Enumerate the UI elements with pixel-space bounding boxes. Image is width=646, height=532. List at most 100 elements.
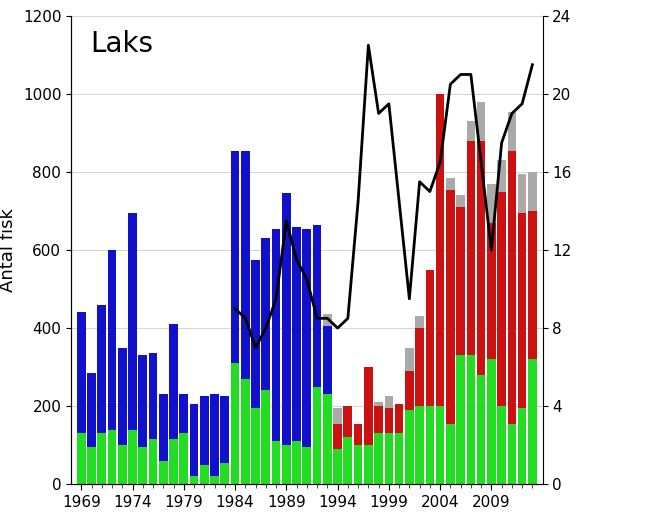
Bar (415, 317, 424, 328)
Bar (497, 192, 506, 406)
Bar (415, 406, 424, 484)
Bar (405, 410, 413, 484)
Bar (98, 305, 106, 434)
Bar (528, 359, 537, 484)
Bar (354, 445, 362, 484)
Bar (77, 434, 86, 484)
Bar (149, 353, 158, 439)
Bar (384, 396, 393, 408)
Bar (405, 371, 413, 410)
Bar (384, 434, 393, 484)
Bar (282, 194, 291, 445)
Bar (262, 390, 270, 484)
Bar (292, 227, 301, 441)
Bar (344, 406, 352, 437)
Bar (333, 431, 342, 449)
Bar (149, 439, 158, 484)
Bar (364, 445, 373, 484)
Bar (251, 260, 260, 408)
Bar (333, 423, 342, 449)
Bar (466, 121, 475, 141)
Bar (487, 184, 495, 223)
Bar (220, 463, 229, 484)
Bar (159, 461, 168, 484)
Bar (497, 160, 506, 192)
Bar (487, 223, 495, 359)
Bar (241, 379, 250, 484)
Bar (108, 250, 116, 429)
Bar (395, 434, 404, 484)
Bar (456, 195, 465, 207)
Y-axis label: Antal fisk: Antal fisk (0, 208, 17, 292)
Bar (405, 347, 413, 371)
Bar (323, 326, 331, 394)
Bar (138, 355, 147, 447)
Bar (210, 476, 219, 484)
Bar (231, 363, 240, 484)
Bar (128, 429, 137, 484)
Bar (323, 394, 331, 484)
Bar (108, 429, 116, 484)
Bar (436, 406, 444, 484)
Bar (302, 447, 311, 484)
Bar (190, 404, 198, 476)
Bar (477, 141, 486, 375)
Bar (374, 434, 383, 484)
Bar (456, 355, 465, 484)
Bar (426, 270, 434, 406)
Bar (159, 394, 168, 461)
Bar (138, 447, 147, 484)
Bar (128, 213, 137, 429)
Bar (251, 408, 260, 484)
Bar (169, 324, 178, 439)
Bar (118, 347, 127, 445)
Bar (180, 434, 188, 484)
Bar (118, 445, 127, 484)
Bar (384, 408, 393, 434)
Bar (477, 375, 486, 484)
Bar (272, 441, 280, 484)
Bar (313, 225, 322, 387)
Bar (518, 174, 526, 213)
Bar (508, 151, 516, 423)
Bar (487, 359, 495, 484)
Bar (200, 396, 209, 464)
Bar (220, 396, 229, 463)
Bar (87, 447, 96, 484)
Bar (518, 408, 526, 484)
Bar (210, 394, 219, 476)
Bar (497, 406, 506, 484)
Bar (446, 423, 455, 484)
Bar (262, 238, 270, 390)
Bar (466, 141, 475, 355)
Bar (446, 178, 455, 189)
Bar (508, 423, 516, 484)
Bar (323, 314, 331, 326)
Bar (528, 211, 537, 359)
Bar (508, 112, 516, 151)
Bar (302, 229, 311, 447)
Bar (456, 207, 465, 355)
Bar (415, 328, 424, 406)
Bar (354, 423, 362, 445)
Bar (528, 172, 537, 211)
Bar (436, 94, 444, 406)
Bar (333, 408, 342, 423)
Bar (477, 102, 486, 141)
Bar (333, 449, 342, 484)
Bar (180, 394, 188, 434)
Bar (374, 406, 383, 434)
Bar (313, 387, 322, 484)
Bar (200, 464, 209, 484)
Bar (77, 312, 86, 434)
Bar (518, 213, 526, 408)
Bar (87, 373, 96, 447)
Bar (364, 367, 373, 445)
Bar (190, 476, 198, 484)
Bar (241, 151, 250, 379)
Bar (169, 439, 178, 484)
Bar (282, 445, 291, 484)
Bar (98, 434, 106, 484)
Bar (466, 355, 475, 484)
Bar (292, 441, 301, 484)
